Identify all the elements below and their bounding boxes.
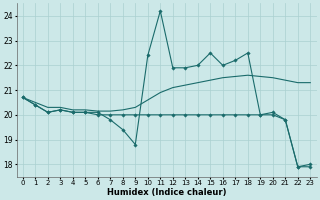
X-axis label: Humidex (Indice chaleur): Humidex (Indice chaleur) [107,188,226,197]
